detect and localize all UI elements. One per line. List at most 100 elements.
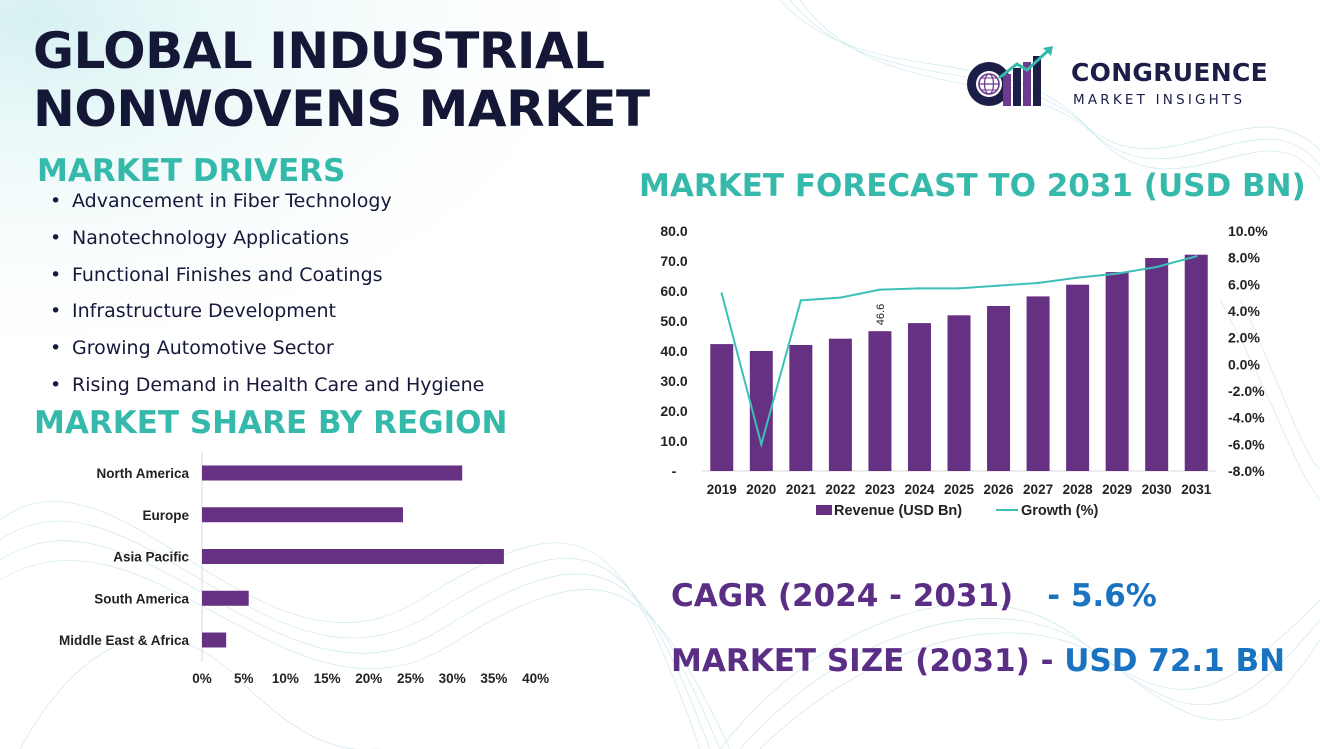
bar <box>907 323 931 471</box>
bullet-icon: • <box>50 226 62 249</box>
bar <box>202 507 403 523</box>
x-tick-label: 2026 <box>984 482 1015 497</box>
bullet-icon: • <box>50 300 62 323</box>
y2-tick-label: 8.0% <box>1228 250 1260 266</box>
growth-point <box>720 292 723 295</box>
growth-point <box>1036 281 1040 285</box>
x-tick-label: 2023 <box>865 482 896 497</box>
driver-item: • Nanotechnology Applications <box>50 223 484 260</box>
driver-item: • Functional Finishes and Coatings <box>50 260 484 297</box>
x-tick-label: 2025 <box>944 482 975 497</box>
legend-swatch-revenue <box>816 505 832 515</box>
bar <box>987 306 1011 471</box>
driver-text: Nanotechnology Applications <box>72 226 350 249</box>
growth-point <box>760 443 763 446</box>
growth-point <box>799 299 803 302</box>
y-tick-label: 70.0 <box>660 253 687 269</box>
market-forecast-heading: MARKET FORECAST TO 2031 (USD BN) <box>639 168 1306 204</box>
bar <box>202 590 249 606</box>
cagr-stat: CAGR (2024 - 2031) - 5.6% <box>671 578 1157 614</box>
y-tick-label: 80.0 <box>660 223 687 239</box>
driver-text: Growing Automotive Sector <box>72 337 334 360</box>
category-label: North America <box>96 466 189 481</box>
y-tick-label: 20.0 <box>660 403 687 419</box>
driver-item: • Infrastructure Development <box>50 296 484 333</box>
x-tick-label: 2022 <box>825 482 855 497</box>
category-label: Asia Pacific <box>113 550 189 565</box>
x-tick-label: 2030 <box>1142 482 1172 497</box>
y2-tick-label: 0.0% <box>1228 356 1260 372</box>
y2-tick-label: 10.0% <box>1228 223 1268 239</box>
growth-point <box>1115 272 1119 275</box>
bar <box>1105 272 1129 471</box>
x-tick-label: 35% <box>480 671 507 686</box>
x-tick-label: 2027 <box>1023 482 1053 497</box>
x-tick-label: 20% <box>355 671 382 686</box>
x-tick-label: 10% <box>272 671 299 686</box>
driver-text: Advancement in Fiber Technology <box>72 190 392 212</box>
y-tick-label: 30.0 <box>660 373 687 389</box>
y2-tick-label: 4.0% <box>1228 303 1260 319</box>
y2-tick-label: 2.0% <box>1228 330 1260 346</box>
y-tick-label: 40.0 <box>660 343 687 359</box>
category-label: Middle East & Africa <box>59 633 190 648</box>
y2-tick-label: -2.0% <box>1228 383 1265 399</box>
category-label: Europe <box>142 508 189 523</box>
data-label: 46.6 <box>875 304 887 325</box>
bullet-icon: • <box>50 190 62 212</box>
market-size-stat: MARKET SIZE (2031) - USD 72.1 BN <box>671 643 1285 679</box>
market-size-value: USD 72.1 BN <box>1064 643 1286 679</box>
title-line-1: GLOBAL INDUSTRIAL <box>33 22 605 80</box>
market-share-heading: MARKET SHARE BY REGION <box>34 405 508 441</box>
page-title: GLOBAL INDUSTRIAL NONWOVENS MARKET <box>33 22 650 138</box>
bar <box>1184 254 1208 471</box>
bar <box>202 465 463 481</box>
y-tick-label: 50.0 <box>660 313 687 329</box>
driver-item: • Rising Demand in Health Care and Hygien… <box>50 370 484 407</box>
bar <box>710 344 734 471</box>
bar <box>947 315 971 471</box>
y2-tick-label: 6.0% <box>1228 276 1260 292</box>
driver-text: Rising Demand in Health Care and Hygiene <box>72 373 485 396</box>
x-tick-label: 25% <box>397 671 424 686</box>
market-drivers-heading: MARKET DRIVERS <box>37 153 346 189</box>
x-tick-label: 2029 <box>1102 482 1132 497</box>
y-tick-label: 10.0 <box>660 433 687 449</box>
congruence-logo-icon <box>967 46 1053 106</box>
growth-point <box>1076 276 1079 279</box>
driver-item: • Advancement in Fiber Technology <box>50 186 484 223</box>
y2-tick-label: -4.0% <box>1228 410 1265 426</box>
bar <box>202 549 504 564</box>
x-tick-label: 40% <box>522 671 549 686</box>
x-tick-label: 2028 <box>1063 482 1094 497</box>
market-forecast-chart: - 10.0 20.0 30.0 40.0 50.0 60.0 70.0 80.0 -8.0% -6… <box>660 223 1268 519</box>
growth-point <box>957 287 961 290</box>
market-drivers-list: • Advancement in Fiber Technology • Nanote… <box>50 186 484 407</box>
driver-text: Infrastructure Development <box>72 300 336 323</box>
bullet-icon: • <box>50 263 62 286</box>
bar <box>1066 284 1090 471</box>
brand-name: CONGRUENCE <box>1071 58 1269 87</box>
cagr-value: - 5.6% <box>1047 578 1157 614</box>
x-tick-label: 0% <box>192 671 212 686</box>
driver-item: • Growing Automotive Sector <box>50 333 484 370</box>
category-label: South America <box>94 591 189 606</box>
y-tick-label: - <box>672 463 677 479</box>
bar <box>1145 258 1169 471</box>
y2-tick-label: -6.0% <box>1228 436 1265 452</box>
region-share-chart: North America Europe Asia Pacific South Ame… <box>59 452 549 686</box>
legend-label-revenue: Revenue (USD Bn) <box>834 503 962 519</box>
bullet-icon: • <box>50 337 62 360</box>
bar <box>202 632 227 648</box>
legend-label-growth: Growth (%) <box>1021 503 1098 519</box>
y2-tick-label: -8.0% <box>1228 463 1265 479</box>
bar <box>828 338 852 471</box>
bar <box>749 351 773 471</box>
bar <box>1026 296 1050 471</box>
growth-point <box>918 287 921 290</box>
bar <box>868 331 892 471</box>
cagr-label: CAGR (2024 - 2031) <box>671 578 1014 614</box>
growth-point <box>1195 255 1198 258</box>
bullet-icon: • <box>50 373 62 396</box>
